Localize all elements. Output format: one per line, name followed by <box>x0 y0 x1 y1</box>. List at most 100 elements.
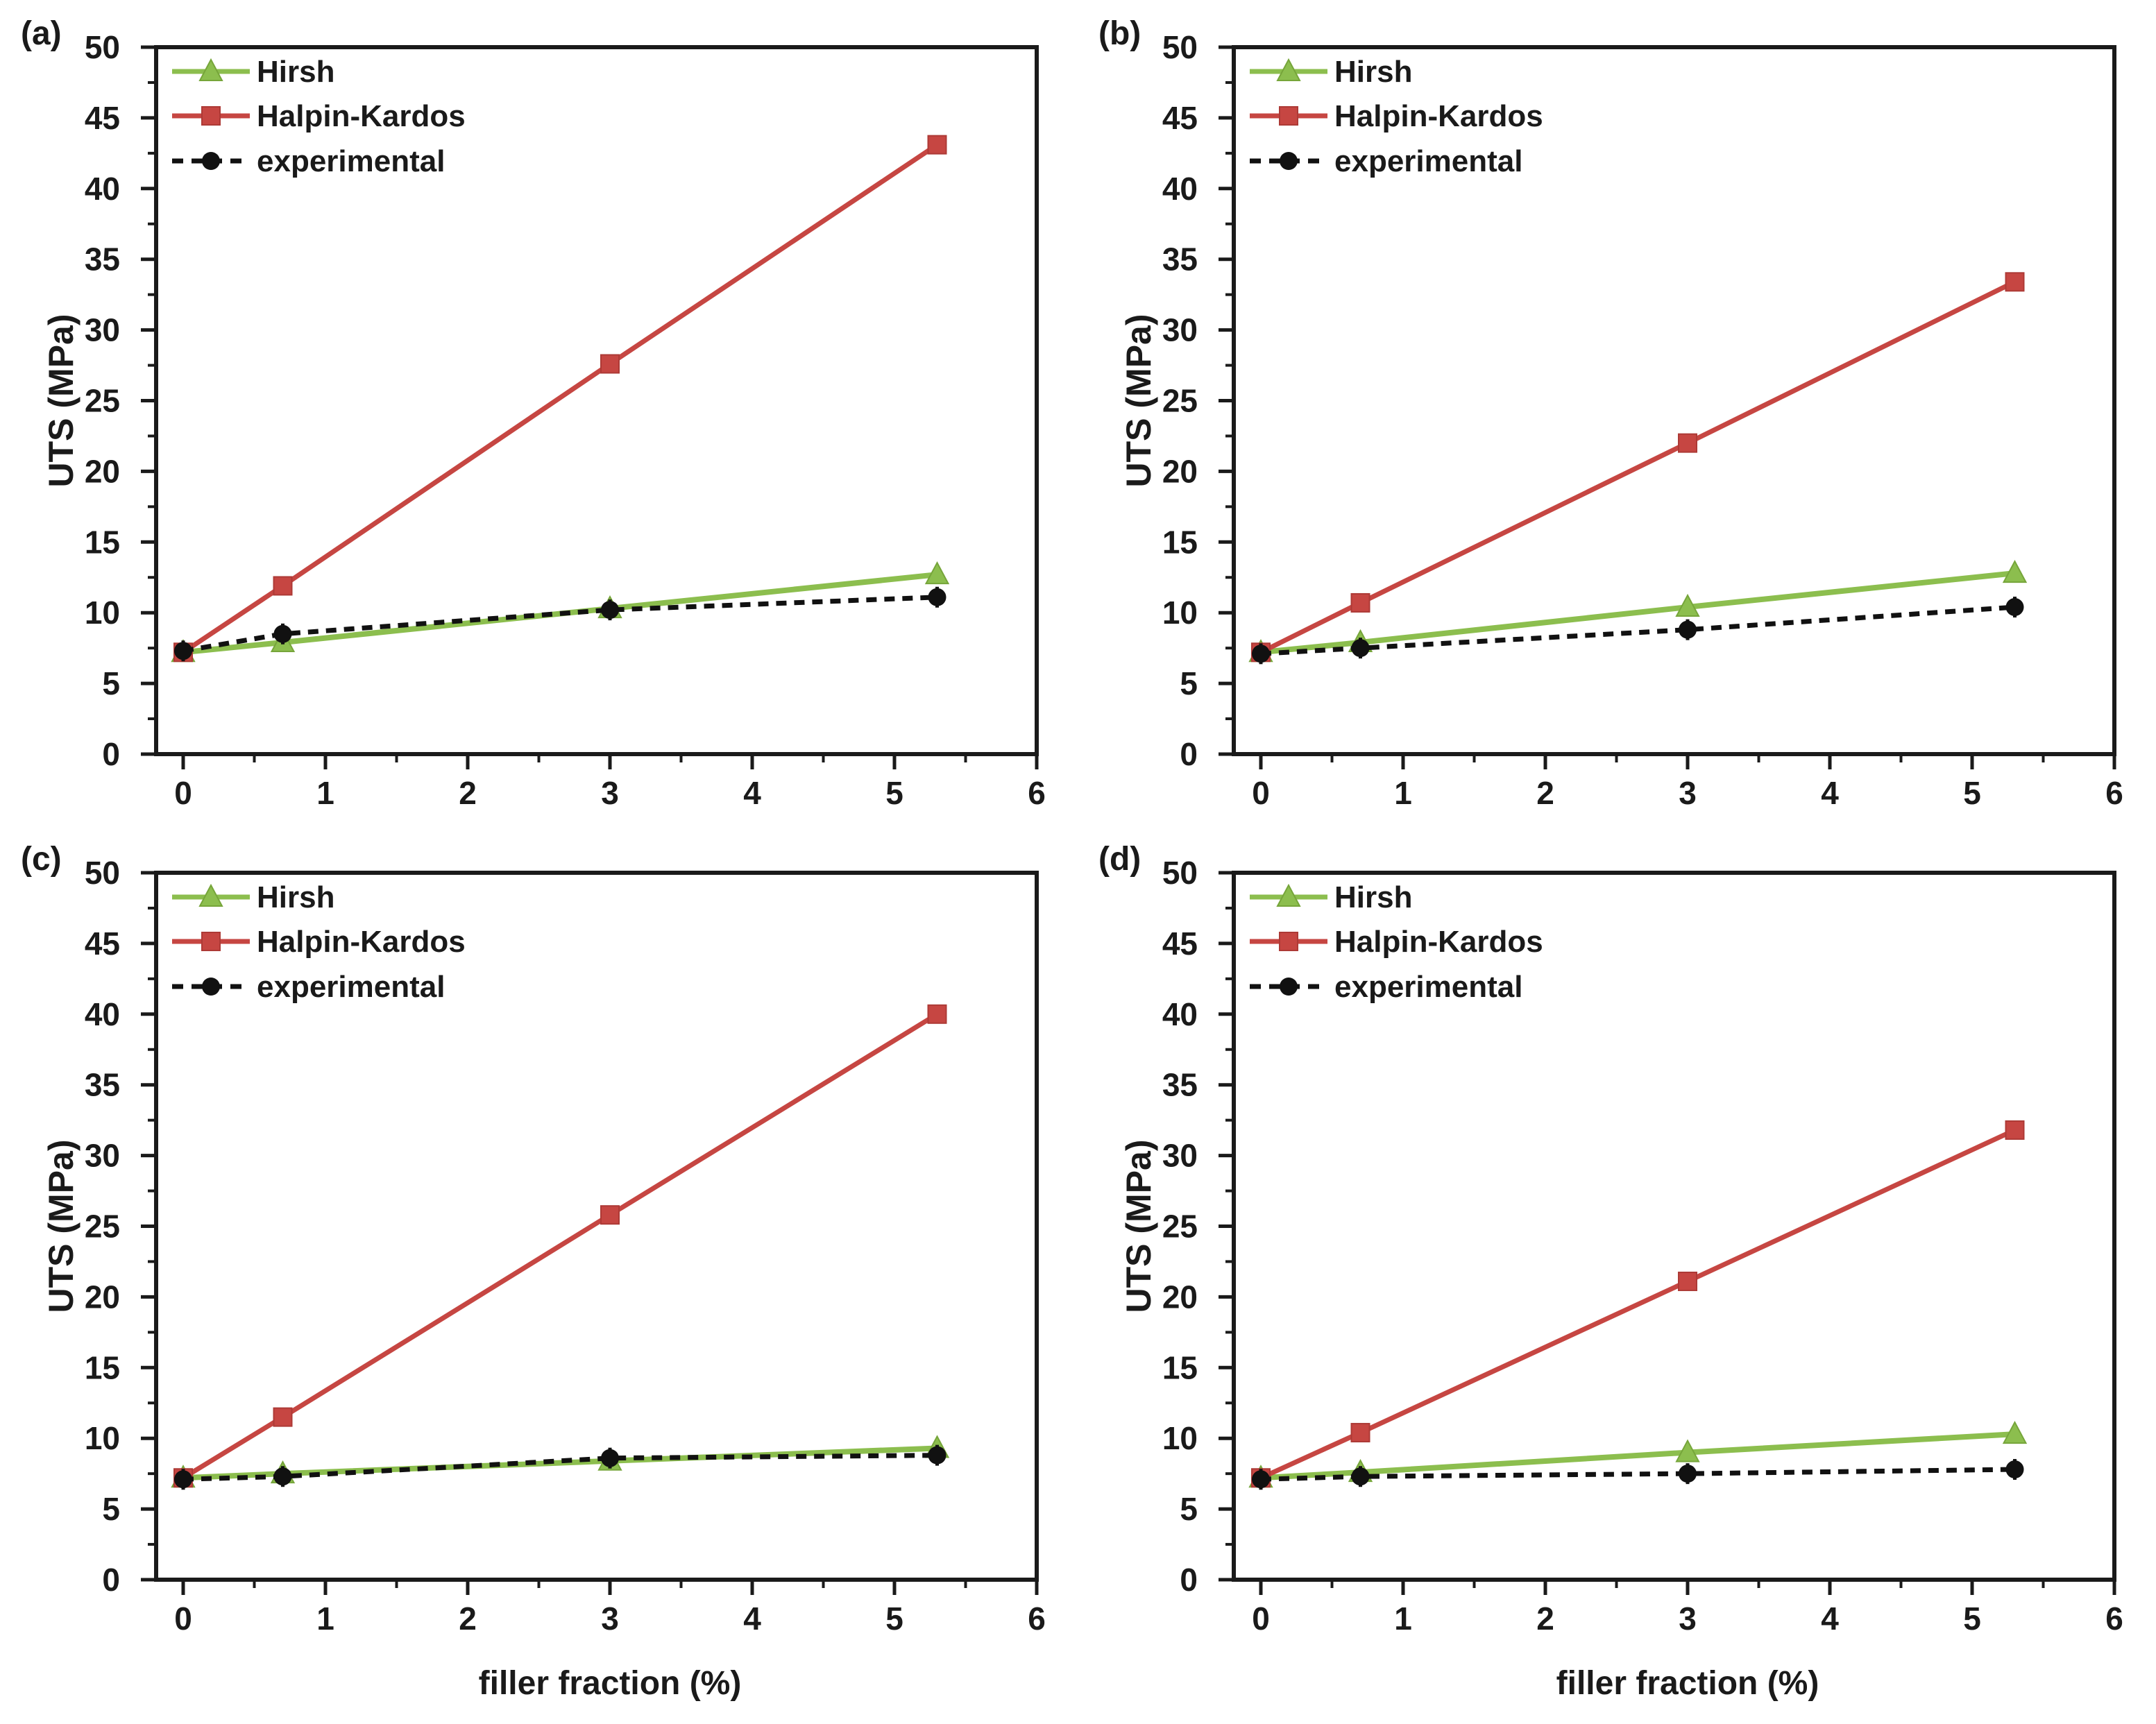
data-point-experimental <box>1252 1470 1270 1489</box>
x-tick-label: 5 <box>1963 1601 1981 1637</box>
series-experimental <box>174 1444 947 1490</box>
x-axis-title: filler fraction (%) <box>1556 1665 1819 1702</box>
series-line-Hirsh <box>1260 570 2015 656</box>
x-tick-label: 4 <box>743 775 761 811</box>
y-tick-label: 0 <box>1180 1562 1198 1598</box>
x-tick-label: 5 <box>1963 775 1981 811</box>
data-point-Halpin-Kardos <box>2005 272 2025 292</box>
y-tick-label: 45 <box>85 925 120 962</box>
legend-marker-triangle <box>1276 883 1301 907</box>
legend-marker-square <box>1279 106 1298 126</box>
y-tick-label: 25 <box>85 383 120 419</box>
y-tick-label: 15 <box>1162 524 1198 560</box>
x-tick-label: 6 <box>1028 775 1046 811</box>
data-point-Halpin-Kardos <box>273 1407 293 1427</box>
y-tick-label: 10 <box>85 595 120 631</box>
legend-marker-triangle <box>198 883 223 907</box>
chart-panel-d: 0 5 10 15 20 25 30 35 40 45 50 0 1 2 3 4 5 6 UTS (MPa) fill… <box>1078 826 2156 1724</box>
data-point-experimental <box>1351 1467 1370 1486</box>
y-tick-label: 10 <box>1162 595 1198 631</box>
y-tick-label: 50 <box>85 29 120 65</box>
data-point-Halpin-Kardos <box>1678 433 1697 453</box>
x-axis: 0 1 2 3 4 5 6 <box>174 754 1046 811</box>
y-tick-label: 35 <box>1162 1067 1198 1103</box>
series-experimental <box>1252 597 2024 665</box>
x-tick-label: 3 <box>1679 1601 1697 1637</box>
data-point-Hirsh <box>2002 1420 2028 1444</box>
panel-label: (a) <box>21 15 62 52</box>
y-axis: 0 5 10 15 20 25 30 35 40 45 50 <box>1162 29 1234 772</box>
x-tick-label: 1 <box>1394 775 1412 811</box>
x-tick-label: 2 <box>459 775 477 811</box>
y-tick-label: 35 <box>1162 241 1198 278</box>
x-axis: 0 1 2 3 4 5 6 <box>1252 1580 2123 1637</box>
legend-label: Halpin-Kardos <box>257 99 466 133</box>
y-tick-label: 50 <box>85 855 120 891</box>
y-tick-label: 35 <box>85 241 120 278</box>
legend-label: experimental <box>257 970 445 1004</box>
x-tick-label: 0 <box>174 775 192 811</box>
y-axis-title: UTS (MPa) <box>1119 1140 1158 1313</box>
y-tick-label: 25 <box>1162 383 1198 419</box>
y-tick-label: 10 <box>85 1420 120 1456</box>
series-Halpin-Kardos <box>1251 1120 2025 1488</box>
data-point-experimental <box>1252 645 1270 663</box>
series-line-experimental <box>183 1453 937 1482</box>
y-tick-label: 10 <box>1162 1420 1198 1456</box>
y-tick-label: 25 <box>85 1209 120 1245</box>
data-point-Halpin-Kardos <box>927 1004 947 1024</box>
series-experimental <box>174 586 947 662</box>
chart-panel-c: 0 5 10 15 20 25 30 35 40 45 50 0 1 2 3 4 5 6 UTS (MPa) fill… <box>0 826 1078 1724</box>
chart-panel-b: 0 5 10 15 20 25 30 35 40 45 50 0 1 2 3 4 5 6 UTS (MPa) Hirs… <box>1078 0 2156 826</box>
y-tick-label: 25 <box>1162 1209 1198 1245</box>
legend: Hirsh Halpin-Kardos experimental <box>1250 55 1543 178</box>
data-point-Hirsh <box>2002 560 2028 583</box>
y-tick-label: 40 <box>1162 996 1198 1032</box>
legend-marker-circle <box>202 978 220 996</box>
y-tick-label: 30 <box>1162 1138 1198 1174</box>
x-tick-label: 6 <box>1028 1601 1046 1637</box>
y-tick-label: 40 <box>85 996 120 1032</box>
series-line-Halpin-Kardos <box>1259 280 2017 655</box>
chart-panel-a: 0 5 10 15 20 25 30 35 40 45 50 0 1 2 3 4 5 6 UTS (MPa) Hirs… <box>0 0 1078 826</box>
x-tick-label: 1 <box>316 775 334 811</box>
y-tick-label: 5 <box>1180 1491 1198 1527</box>
x-tick-label: 6 <box>2105 775 2123 811</box>
data-point-Halpin-Kardos <box>1678 1271 1697 1291</box>
data-point-experimental <box>928 1446 947 1465</box>
series-Halpin-Kardos <box>1251 272 2025 663</box>
x-tick-label: 3 <box>601 1601 619 1637</box>
legend-marker-triangle <box>198 58 223 81</box>
legend-label: Hirsh <box>1334 55 1412 89</box>
y-tick-label: 20 <box>85 453 120 489</box>
legend-marker-circle <box>1280 152 1298 170</box>
panel-label: (c) <box>21 841 62 878</box>
x-tick-label: 2 <box>1536 1601 1554 1637</box>
x-tick-label: 4 <box>1821 1601 1839 1637</box>
legend-label: Hirsh <box>257 55 334 89</box>
legend-marker-triangle <box>1276 58 1301 81</box>
legend-label: experimental <box>1334 970 1522 1004</box>
x-axis: 0 1 2 3 4 5 6 <box>174 1580 1046 1637</box>
y-tick-label: 15 <box>1162 1349 1198 1385</box>
y-tick-label: 0 <box>102 736 120 772</box>
series-line-Halpin-Kardos <box>1259 1127 2016 1480</box>
legend-label: Halpin-Kardos <box>257 925 466 959</box>
legend-marker-square <box>201 106 221 126</box>
y-axis-title: UTS (MPa) <box>42 1140 80 1313</box>
legend-label: experimental <box>1334 144 1522 178</box>
legend-label: experimental <box>257 144 445 178</box>
legend: Hirsh Halpin-Kardos experimental <box>1250 880 1543 1004</box>
data-point-Hirsh <box>1675 1439 1700 1462</box>
x-tick-label: 3 <box>601 775 619 811</box>
y-tick-label: 0 <box>102 1562 120 1598</box>
data-point-Hirsh <box>1675 593 1700 617</box>
legend-label: Halpin-Kardos <box>1334 99 1543 133</box>
x-tick-label: 2 <box>1536 775 1554 811</box>
legend-marker-circle <box>1280 978 1298 996</box>
y-axis: 0 5 10 15 20 25 30 35 40 45 50 <box>85 29 156 772</box>
data-point-experimental <box>1679 620 1697 639</box>
x-tick-label: 2 <box>459 1601 477 1637</box>
